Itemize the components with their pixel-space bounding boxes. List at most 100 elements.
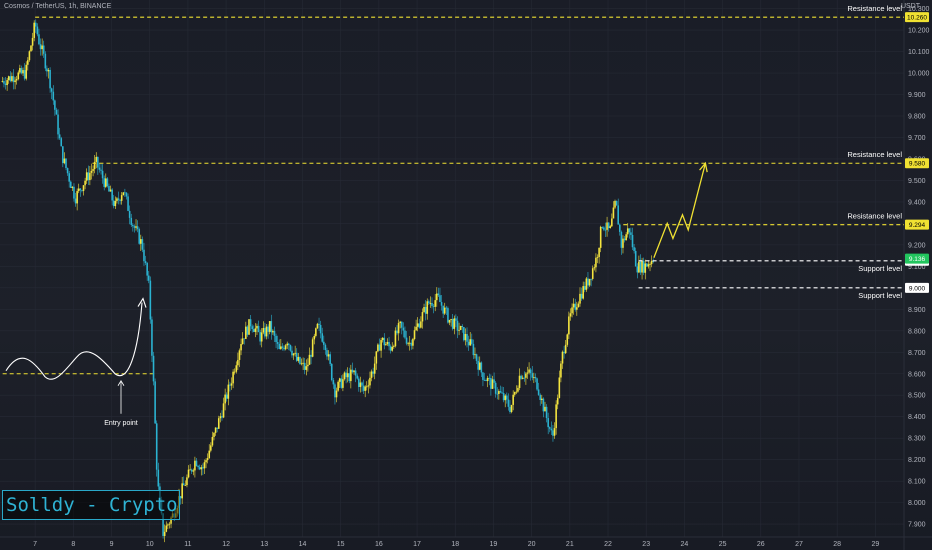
time-tick-label: 24 xyxy=(680,541,688,548)
candle-body xyxy=(461,325,464,328)
candle-body xyxy=(571,307,573,314)
candle-body xyxy=(536,378,538,390)
candle-body xyxy=(593,267,596,269)
candle-body xyxy=(216,427,218,429)
candle-body xyxy=(36,26,39,35)
candle-body xyxy=(455,318,457,321)
candle-body xyxy=(235,365,238,372)
candle-body xyxy=(633,247,635,251)
candle-body xyxy=(257,325,260,333)
candle-body xyxy=(389,346,392,351)
candle-body xyxy=(77,188,80,192)
candle-body xyxy=(525,373,527,378)
candle-body xyxy=(221,416,223,418)
time-tick-label: 15 xyxy=(337,541,345,548)
candle-body xyxy=(95,156,98,162)
candle-body xyxy=(507,399,510,407)
candle-body xyxy=(591,268,594,279)
price-tick-label: 8.700 xyxy=(908,350,926,357)
candle-body xyxy=(109,189,112,192)
candle-body xyxy=(642,260,645,273)
time-tick-label: 14 xyxy=(299,541,307,548)
candle-body xyxy=(373,363,376,374)
candle-body xyxy=(42,45,45,54)
candle-body xyxy=(84,180,86,186)
candle-body xyxy=(606,222,608,230)
candle-body xyxy=(431,302,433,306)
candle-body xyxy=(206,458,209,461)
candle-body xyxy=(521,377,524,379)
candle-body xyxy=(190,469,193,472)
candle-body xyxy=(526,372,529,374)
candle-body xyxy=(132,224,134,227)
time-axis: 7 8 9 10 11 12 13 14 15 16 17 18 19 20 21 22 23 24 25 26 27 2… xyxy=(33,541,879,548)
candle-body xyxy=(154,381,156,424)
price-tick-label: 10.000 xyxy=(908,71,930,78)
candle-body xyxy=(402,327,405,331)
candle-body xyxy=(641,260,643,273)
price-tick-label: 9.100 xyxy=(908,264,926,271)
candle-body xyxy=(249,319,252,327)
candle-body xyxy=(222,403,225,418)
candle-body xyxy=(128,210,131,218)
candle-body xyxy=(321,333,324,342)
candle-body xyxy=(25,64,28,79)
candle-body xyxy=(408,342,411,344)
candle-body xyxy=(47,69,50,72)
candle-body xyxy=(19,68,21,73)
candle-body xyxy=(237,359,239,366)
candle-body xyxy=(361,382,363,386)
candle-body xyxy=(420,321,422,328)
candle-body xyxy=(370,371,373,378)
candle-body xyxy=(233,371,236,373)
candle-body xyxy=(31,37,34,46)
candle-body xyxy=(424,307,427,314)
candle-body xyxy=(3,81,5,84)
price-tick-label: 8.900 xyxy=(908,307,926,314)
candle-body xyxy=(596,257,599,258)
candle-body xyxy=(342,379,344,388)
candle-body xyxy=(348,373,351,382)
candle-body xyxy=(192,470,195,472)
price-tick-label: 8.100 xyxy=(908,479,926,486)
candle-body xyxy=(636,266,639,273)
candle-body xyxy=(202,467,204,469)
candle-body xyxy=(146,263,148,276)
candle-body xyxy=(287,343,290,346)
candle-body xyxy=(447,308,449,323)
candle-body xyxy=(200,467,203,470)
candle-body xyxy=(399,321,401,324)
candle-body xyxy=(388,341,390,347)
time-tick-label: 22 xyxy=(604,541,612,548)
candle-body xyxy=(62,146,64,164)
candle-body xyxy=(598,247,600,258)
candle-body xyxy=(544,406,546,412)
candle-body xyxy=(372,371,374,374)
candle-body xyxy=(337,381,339,391)
candle-body xyxy=(284,345,287,350)
candle-body xyxy=(130,217,133,225)
price-tick-label: 7.900 xyxy=(908,522,926,529)
projection-arrowhead xyxy=(699,161,708,173)
time-tick-label: 23 xyxy=(642,541,650,548)
candle-body xyxy=(125,192,128,197)
candle-body xyxy=(170,517,172,524)
candle-body xyxy=(568,316,570,335)
candle-body xyxy=(182,483,185,486)
candle-body xyxy=(319,324,322,334)
time-tick-label: 18 xyxy=(451,541,459,548)
currency-unit: USDT xyxy=(900,3,920,10)
candle-body xyxy=(152,355,155,382)
candle-body xyxy=(52,91,55,101)
candle-body xyxy=(582,286,584,299)
candle-body xyxy=(534,376,537,379)
candle-body xyxy=(405,337,408,344)
candle-body xyxy=(329,354,331,364)
candle-body xyxy=(315,328,317,336)
candle-body xyxy=(69,181,72,188)
candle-body xyxy=(622,238,624,248)
candle-body xyxy=(560,363,562,378)
candle-body xyxy=(97,156,99,168)
